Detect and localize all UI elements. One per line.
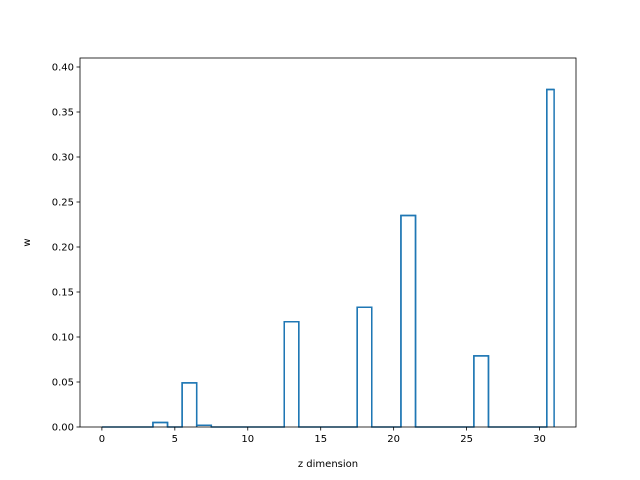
y-axis: 0.00 0.05 0.10 0.15 0.20 0.25 0.30 0.35 0.40 xyxy=(52,63,80,434)
y-tick-label: 0.05 xyxy=(52,378,74,389)
bar-mark xyxy=(181,382,198,427)
y-axis-label: w xyxy=(22,238,33,246)
bar-mark xyxy=(473,355,490,427)
y-tick-label: 0.15 xyxy=(52,288,74,299)
x-axis-label: z dimension xyxy=(298,459,358,470)
y-tick-label: 0.25 xyxy=(52,198,74,209)
y-tick-label: 0.20 xyxy=(52,243,74,254)
x-tick-label: 30 xyxy=(533,434,546,445)
y-tick-label: 0.10 xyxy=(52,333,74,344)
y-tick-label: 0.40 xyxy=(52,63,74,74)
x-tick-label: 5 xyxy=(172,434,178,445)
x-tick-label: 0 xyxy=(99,434,105,445)
x-axis: 0 5 10 15 20 25 30 xyxy=(99,427,546,445)
bar-mark xyxy=(283,320,300,427)
x-tick-label: 15 xyxy=(314,434,327,445)
y-tick-label: 0.30 xyxy=(52,153,74,164)
bar-mark xyxy=(400,214,417,427)
x-tick-label: 10 xyxy=(241,434,254,445)
x-tick-label: 20 xyxy=(387,434,400,445)
bar-mark xyxy=(546,88,555,427)
x-tick-label: 25 xyxy=(460,434,473,445)
y-tick-label: 0.00 xyxy=(52,423,74,434)
y-tick-label: 0.35 xyxy=(52,108,74,119)
axes-frame xyxy=(79,57,577,428)
bar-mark xyxy=(152,421,169,427)
bar-mark xyxy=(195,424,213,427)
bar-mark xyxy=(356,306,373,427)
